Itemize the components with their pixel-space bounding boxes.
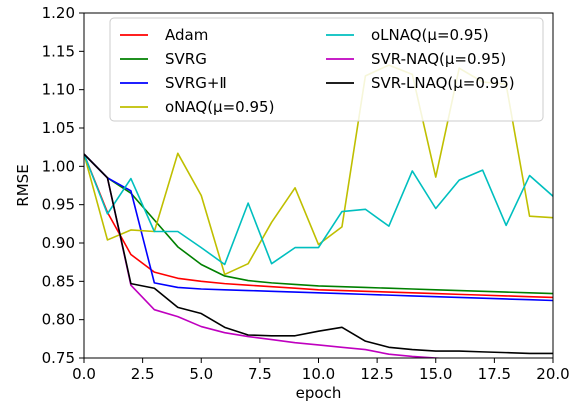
x-tick-label: 2.5	[131, 365, 155, 383]
legend-label: oLNAQ(μ=0.95)	[371, 26, 489, 44]
legend-label: SVR-NAQ(μ=0.95)	[371, 50, 506, 68]
y-tick-label: 1.05	[42, 119, 75, 137]
x-tick-label: 20.0	[536, 365, 569, 383]
legend-label: SVRG+Ⅱ	[165, 74, 227, 92]
y-axis-label: RMSE	[14, 164, 32, 206]
series-line-1	[84, 153, 553, 295]
y-tick-label: 0.80	[42, 311, 75, 329]
legend-label: SVRG	[165, 50, 207, 68]
legend-box	[109, 17, 544, 122]
y-tick-label: 0.90	[42, 234, 75, 252]
legend-label: SVR-LNAQ(μ=0.95)	[371, 74, 515, 92]
x-axis-ticks: 0.0 2.5 5.0 7.5 10.0 12.5 15.0 17.5 20.0	[72, 358, 570, 383]
y-axis-ticks: 0.75 0.80 0.85 0.90 0.95 1.00 1.05 1.10 1.15 1.20	[42, 4, 84, 367]
legend-label: oNAQ(μ=0.95)	[165, 98, 274, 116]
x-tick-label: 15.0	[419, 365, 452, 383]
legend: Adam SVRG SVRG+Ⅱ oNAQ(μ=0.95) oLNAQ(μ=0.95) S…	[109, 17, 544, 122]
y-tick-label: 1.00	[42, 157, 75, 175]
legend-label: Adam	[165, 26, 208, 44]
y-tick-label: 1.20	[42, 4, 75, 22]
y-tick-label: 0.75	[42, 349, 75, 367]
x-tick-label: 12.5	[360, 365, 393, 383]
series-line-0	[84, 153, 553, 299]
y-tick-label: 0.95	[42, 196, 75, 214]
y-tick-label: 1.10	[42, 81, 75, 99]
x-tick-label: 17.5	[478, 365, 511, 383]
x-tick-label: 5.0	[189, 365, 213, 383]
y-tick-label: 0.85	[42, 272, 75, 290]
y-tick-label: 1.15	[42, 42, 75, 60]
series-line-4	[84, 153, 553, 266]
series-line-6	[84, 153, 553, 355]
x-axis-label: epoch	[296, 384, 342, 402]
x-tick-label: 0.0	[72, 365, 96, 383]
series-line-5	[84, 153, 449, 358]
x-tick-label: 10.0	[302, 365, 335, 383]
x-tick-label: 7.5	[248, 365, 272, 383]
plot-lines	[84, 64, 553, 358]
series-line-2	[84, 153, 553, 302]
